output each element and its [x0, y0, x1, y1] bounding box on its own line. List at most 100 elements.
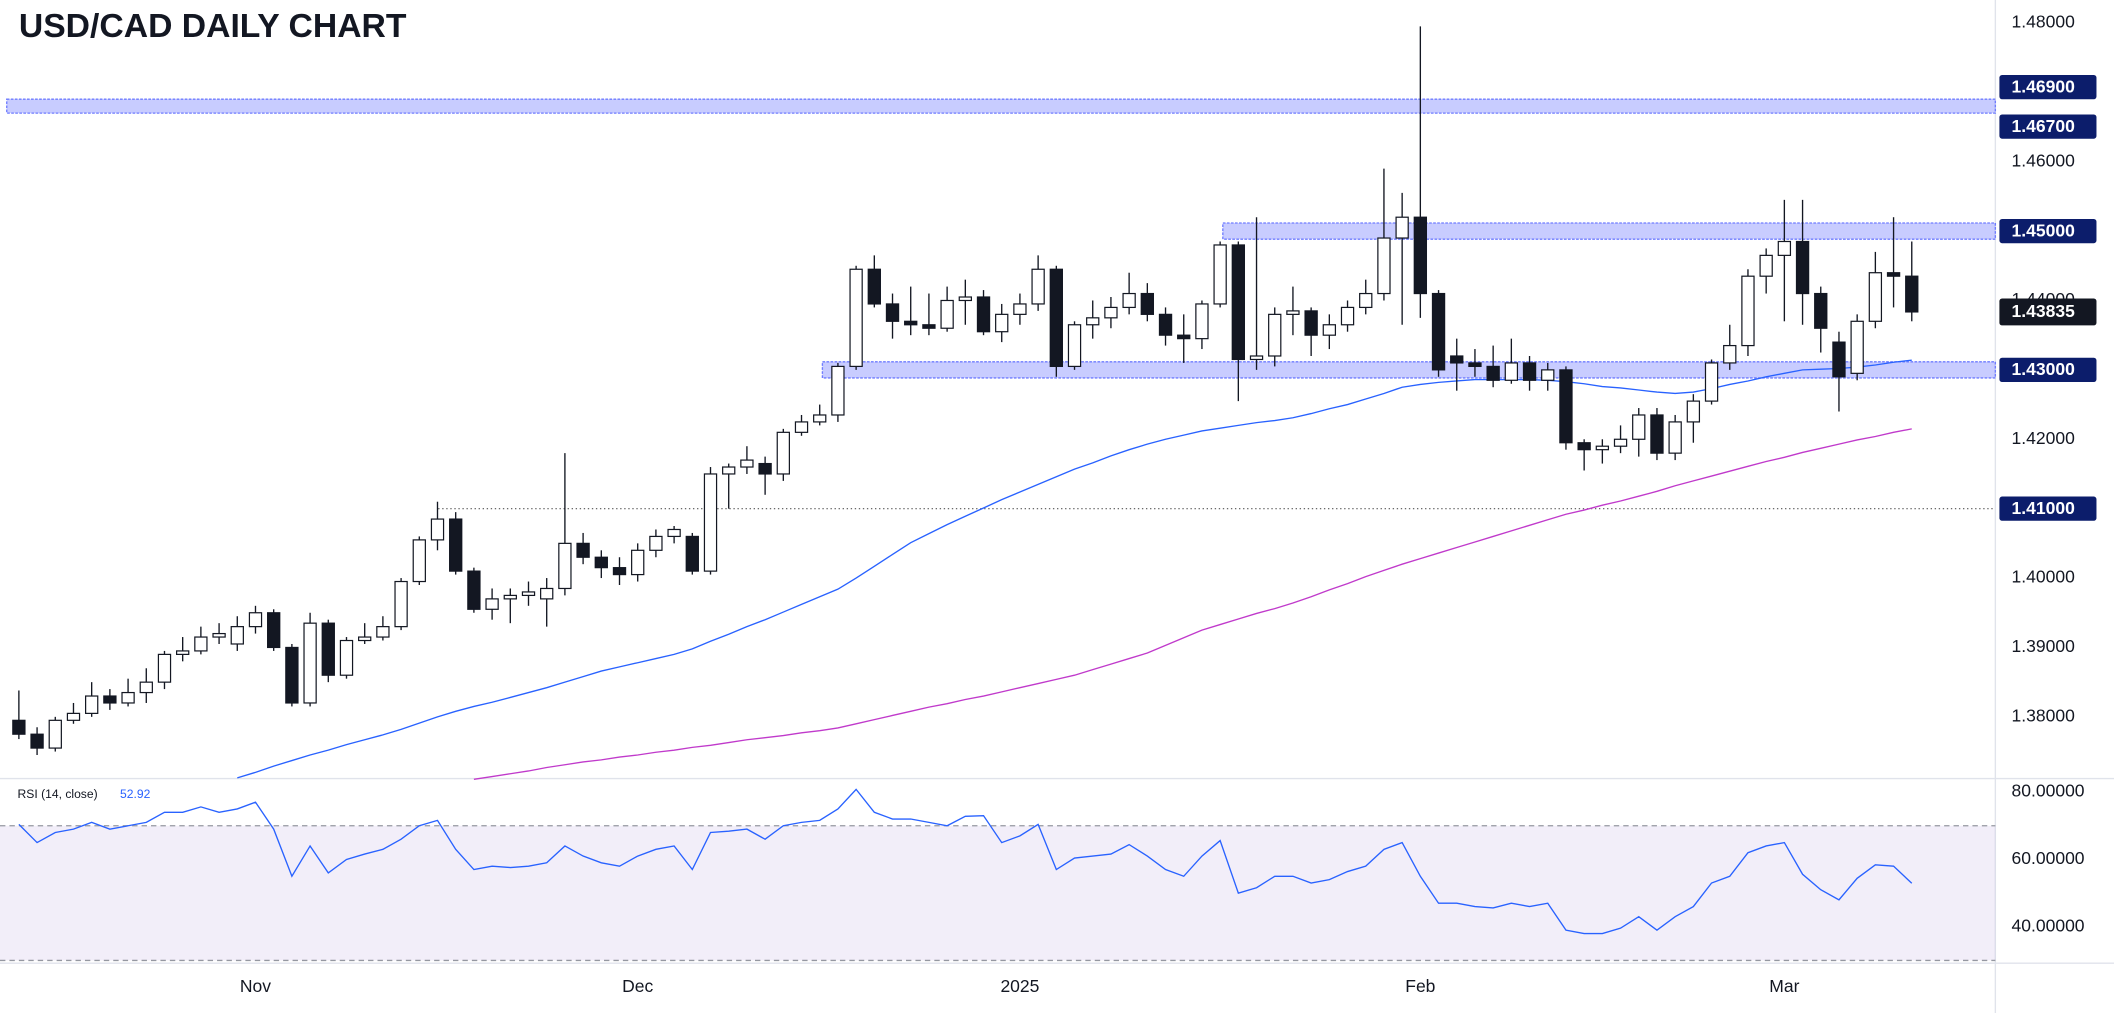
- x-tick-label: Dec: [622, 976, 653, 996]
- candle-body: [813, 414, 827, 423]
- candle-body: [885, 303, 900, 322]
- candle-body: [1905, 275, 1919, 313]
- x-tick-label: Feb: [1405, 976, 1435, 996]
- candle-body: [85, 695, 99, 714]
- x-tick-label: Mar: [1769, 976, 1799, 996]
- moving-average: [473, 428, 1912, 780]
- candle-body: [1450, 355, 1464, 364]
- candle-body: [995, 313, 1009, 333]
- level-label: 1.41000: [2012, 498, 2076, 518]
- candle-body: [1868, 272, 1883, 322]
- candle-body: [1049, 268, 1063, 368]
- candle-body: [758, 462, 772, 475]
- candle-body: [212, 632, 226, 638]
- candle-body: [976, 296, 991, 333]
- candle-body: [430, 518, 445, 541]
- candle-body: [776, 431, 790, 475]
- level-label-box: [1999, 496, 2097, 521]
- candle-body: [1777, 240, 1792, 256]
- level-label: 1.46700: [2012, 116, 2076, 136]
- candle-body: [1686, 400, 1701, 423]
- candle-body: [1140, 292, 1155, 315]
- candle-body: [1741, 275, 1755, 347]
- candle-body: [685, 535, 699, 572]
- candle-body: [849, 268, 863, 368]
- candle-body: [1723, 344, 1737, 364]
- candle-body: [1577, 442, 1591, 451]
- candle-body: [831, 365, 845, 416]
- candle-body: [1286, 310, 1300, 315]
- level-label: 1.45000: [2012, 220, 2076, 240]
- candle-body: [540, 587, 554, 600]
- rsi-label: RSI (14, close): [18, 787, 98, 801]
- candle-body: [1704, 362, 1719, 402]
- level-label-box: [1999, 218, 2097, 244]
- rsi-tick-label: 80.00000: [2012, 781, 2085, 801]
- candle-body: [48, 719, 62, 749]
- candle-body: [1268, 313, 1282, 357]
- candle-body: [612, 567, 627, 576]
- level-label-box: [1999, 357, 2097, 382]
- candle-body: [594, 556, 608, 569]
- level-label-box: [1999, 74, 2097, 100]
- candle-body: [904, 320, 918, 326]
- y-tick-label: 1.42000: [2012, 428, 2076, 448]
- candle-body: [1177, 334, 1191, 340]
- candle-body: [194, 636, 208, 652]
- candle-body: [1814, 292, 1828, 329]
- candle-body: [467, 570, 481, 610]
- y-tick-label: 1.39000: [2012, 636, 2076, 656]
- candle-body: [1795, 240, 1810, 295]
- candle-body: [1359, 292, 1373, 309]
- candle-body: [376, 626, 390, 638]
- candle-body: [1759, 254, 1773, 277]
- candle-body: [649, 535, 663, 551]
- candle-body: [66, 712, 81, 721]
- candle-body: [303, 622, 317, 704]
- x-tick-label: Nov: [240, 976, 271, 996]
- candle-body: [1650, 414, 1664, 454]
- candle-body: [1249, 355, 1264, 361]
- last-price-label: 1.43835: [2012, 301, 2076, 321]
- candle-body: [1595, 445, 1610, 451]
- candle-body: [1031, 268, 1045, 305]
- candle-body: [230, 626, 244, 645]
- y-tick-label: 1.48000: [2012, 12, 2076, 32]
- candle-body: [667, 528, 681, 538]
- candle-body: [1322, 324, 1337, 336]
- candle-body: [485, 598, 499, 610]
- candle-body: [30, 733, 44, 749]
- chart-title: USD/CAD DAILY CHART: [19, 8, 407, 45]
- level-label: 1.46900: [2012, 76, 2076, 96]
- candle-body: [503, 594, 517, 600]
- candle-body: [157, 653, 172, 683]
- candle-body: [1486, 365, 1500, 381]
- candle-body: [1541, 369, 1555, 381]
- candle-body: [121, 691, 135, 704]
- candle-body: [1377, 237, 1391, 295]
- candle-body: [558, 542, 572, 590]
- candle-body: [576, 542, 590, 558]
- zone: [6, 98, 1997, 114]
- candle-body: [339, 639, 354, 676]
- candle-body: [358, 636, 372, 642]
- candle-body: [722, 466, 736, 475]
- rsi-last-value: 52.92: [120, 787, 151, 801]
- level-label: 1.43000: [2012, 359, 2076, 379]
- candle-body: [1304, 310, 1318, 336]
- candle-body: [703, 473, 718, 572]
- rsi-tick-label: 40.00000: [2012, 915, 2085, 935]
- candle-body: [794, 421, 809, 433]
- candle-body: [1395, 216, 1409, 239]
- moving-average: [237, 359, 1912, 779]
- candle-body: [1067, 324, 1082, 368]
- candle-body: [1668, 421, 1682, 454]
- y-tick-label: 1.40000: [2012, 567, 2076, 587]
- candle-body: [1504, 362, 1519, 381]
- candle-body: [1613, 438, 1628, 447]
- candle-body: [1213, 244, 1227, 305]
- level-band: [1222, 222, 1997, 240]
- candle-body: [394, 580, 408, 628]
